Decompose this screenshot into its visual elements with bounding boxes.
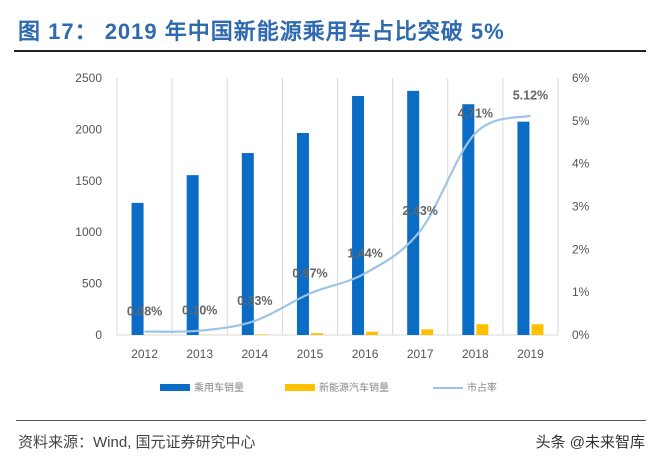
bar-passenger-sales [517, 121, 530, 335]
y-left-tick-label: 2000 [75, 122, 102, 136]
legend-label-nev: 新能源汽车销量 [319, 381, 389, 394]
data-label-market-share: 1.44% [347, 246, 382, 260]
data-label-market-share: 2.43% [402, 204, 437, 218]
bar-nev-sales [255, 334, 268, 335]
bar-nev-sales [531, 324, 544, 335]
data-label-market-share: 0.08% [127, 305, 162, 319]
y-left-tick-label: 500 [82, 277, 102, 291]
x-tick-label: 2015 [297, 347, 324, 361]
bar-passenger-sales [131, 202, 144, 335]
y-left-tick-label: 1500 [75, 174, 102, 188]
bar-passenger-sales [462, 104, 475, 336]
x-tick-label: 2016 [352, 347, 379, 361]
y-left-tick-label: 2500 [75, 71, 102, 85]
data-label-market-share: 0.10% [182, 304, 217, 318]
y-right-tick-label: 0% [572, 328, 590, 342]
bar-passenger-sales [296, 132, 309, 335]
bar-passenger-sales [407, 90, 420, 335]
legend-label-share: 市占率 [467, 381, 497, 394]
source-note: 资料来源：Wind, 国元证券研究中心 [18, 434, 256, 451]
bar-passenger-sales [186, 175, 199, 335]
bar-nev-sales [421, 329, 434, 335]
y-right-tick-label: 4% [572, 157, 590, 171]
x-tick-label: 2019 [517, 347, 544, 361]
y-left-tick-label: 0 [95, 328, 102, 342]
y-right-tick-label: 2% [572, 242, 590, 256]
data-label-market-share: 0.97% [292, 266, 327, 280]
bar-passenger-sales [241, 153, 254, 335]
x-tick-label: 2013 [186, 347, 213, 361]
data-label-market-share: 5.12% [513, 89, 548, 103]
y-right-tick-label: 6% [572, 71, 590, 85]
legend-label-passenger: 乘用车销量 [194, 381, 244, 394]
watermark: 头条 @未来智库 [535, 434, 645, 451]
bar-nev-sales [310, 333, 323, 335]
y-right-tick-label: 3% [572, 200, 590, 214]
x-tick-label: 2014 [241, 347, 268, 361]
x-tick-label: 2017 [407, 347, 434, 361]
bar-nev-sales [366, 331, 379, 335]
footer-divider [16, 420, 646, 421]
x-tick-label: 2018 [462, 347, 489, 361]
figure-title: 图 17： 2019 年中国新能源乘用车占比突破 5% [18, 19, 505, 44]
y-right-tick-label: 5% [572, 114, 590, 128]
y-left-tick-label: 1000 [75, 225, 102, 239]
legend-swatch-nev [285, 384, 315, 391]
bar-nev-sales [476, 324, 489, 335]
data-label-market-share: 4.71% [458, 106, 493, 120]
title-divider [14, 50, 646, 52]
line-market-share [144, 114, 531, 333]
bar-passenger-sales [352, 95, 365, 336]
data-label-market-share: 0.33% [237, 294, 272, 308]
y-right-tick-label: 1% [572, 285, 590, 299]
legend-swatch-passenger [160, 384, 190, 391]
x-tick-label: 2012 [131, 347, 158, 361]
